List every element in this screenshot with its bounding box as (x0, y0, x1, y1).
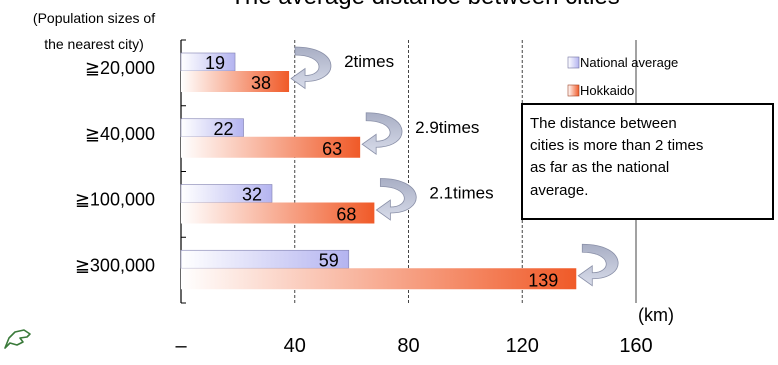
legend-label-national: National average (580, 55, 678, 70)
x-tick-labels: – 40 80 120 160 (175, 335, 652, 357)
bar-hokkaido (181, 71, 290, 92)
hokkaido-map-icon (4, 329, 31, 349)
x-tick-label: 40 (284, 335, 306, 357)
annotation-line-3: as far as the national (530, 159, 669, 176)
annotation-line-2: cities is more than 2 times (530, 137, 703, 154)
legend-swatch-hokkaido (567, 84, 580, 97)
bar-hokkaido (181, 136, 361, 158)
annotation-line-4: average. (530, 182, 588, 199)
legend-label-hokkaido: Hokkaido (580, 83, 634, 98)
annotation-line-1: The distance between (530, 115, 677, 132)
annotation-frame (521, 103, 774, 220)
ratio-arrow (577, 243, 619, 287)
category-labels: ≧20,000 ≧40,000 ≧100,000 ≧300,000 (75, 58, 155, 275)
data-label-hokkaido: 38 (251, 73, 271, 93)
bar-hokkaido (181, 268, 577, 290)
legend-swatch-national (567, 56, 580, 69)
data-label-national-average: 22 (214, 119, 234, 139)
ratio-label: 2.9times (415, 118, 479, 137)
category-label: ≧40,000 (85, 124, 155, 144)
chart-title: The average distance between cities (230, 0, 620, 10)
annotation-box: The distance between cities is more than… (521, 103, 774, 220)
data-label-hokkaido: 63 (322, 139, 342, 159)
legend: National average Hokkaido (567, 55, 678, 98)
ratio-arrow (375, 178, 417, 221)
x-tick-label: – (175, 335, 187, 357)
bars: 19 38 22 63 32 68 59 139 (180, 52, 577, 290)
data-label-hokkaido: 68 (336, 205, 356, 225)
y-axis-label-line-1: (Population sizes of (33, 10, 155, 26)
bar-national-average (180, 118, 244, 138)
x-tick-label: 160 (619, 335, 652, 357)
data-label-national-average: 32 (242, 185, 262, 205)
data-label-hokkaido: 139 (528, 270, 558, 290)
data-label-national-average: 59 (319, 250, 339, 270)
ratio-arrow (361, 112, 403, 156)
ratio-arrow (290, 46, 332, 90)
bar-hokkaido (181, 202, 375, 224)
x-tick-label: 120 (506, 335, 539, 357)
ratio-label: 2.1times (429, 184, 493, 203)
ratio-label: 2times (344, 52, 394, 71)
y-axis-label-line-2: the nearest city) (44, 36, 144, 52)
category-label: ≧300,000 (75, 255, 155, 275)
data-label-national-average: 19 (205, 53, 225, 73)
category-label: ≧20,000 (85, 58, 155, 78)
category-label: ≧100,000 (75, 190, 155, 210)
x-tick-label: 80 (397, 335, 419, 357)
x-axis-label: (km) (638, 305, 674, 325)
